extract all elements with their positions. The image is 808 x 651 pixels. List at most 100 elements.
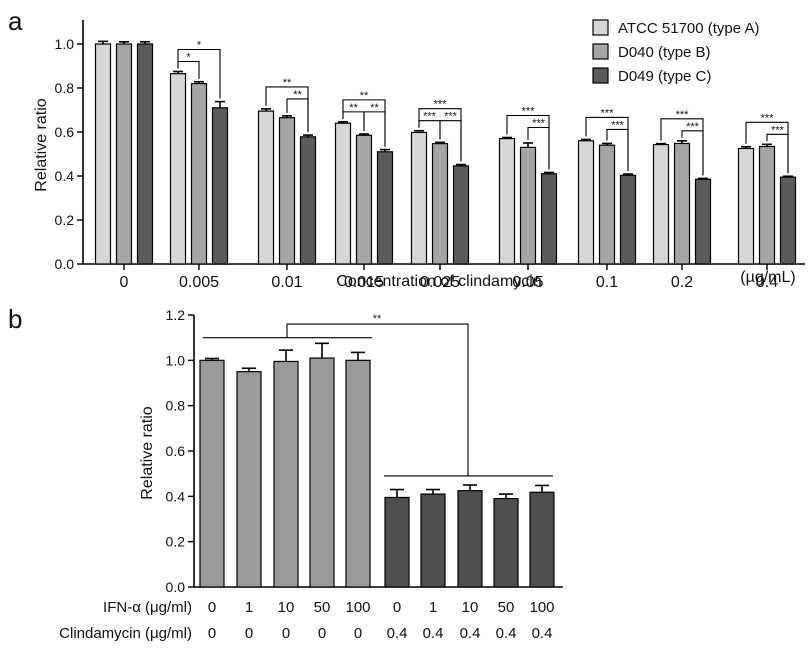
- panel-a-significance-bracket: [527, 126, 550, 170]
- panel-a-x-tick-label: 0.1: [596, 274, 618, 291]
- panel-b-clindamycin-value: 0.4: [423, 625, 444, 642]
- panel-a-bar: [431, 143, 449, 265]
- panel-a-bar: [452, 165, 470, 265]
- panel-a-bar: [779, 176, 797, 265]
- panel-b-bar: [199, 359, 225, 588]
- panel-a-significance-bracket: [286, 98, 309, 133]
- panel-a-significance-bracket: [177, 48, 221, 99]
- panel-b-ylabel: Relative ratio: [139, 406, 156, 499]
- panel-a-bar: [190, 82, 208, 265]
- panel-b-bar: [420, 493, 446, 588]
- panel-b-clindamycin-value: 0.4: [387, 625, 408, 642]
- panel-a-significance-bracket: [606, 128, 629, 172]
- panel-a-legend-swatch: [592, 43, 609, 60]
- panel-b-clindamycin-value: 0: [318, 625, 326, 642]
- panel-a-significance-label: **: [283, 77, 292, 89]
- panel-b-ifn-value: 0: [393, 599, 401, 616]
- panel-a-significance-label: ***: [522, 106, 536, 118]
- panel-b-ifn-value: 50: [498, 599, 515, 616]
- panel-a-significance-bracket: [766, 133, 789, 174]
- panel-b-clindamycin-value: 0.4: [496, 625, 517, 642]
- panel-a-significance-label: ***: [434, 99, 448, 111]
- panel-a-legend-swatch: [592, 19, 609, 36]
- panel-a-x-tick-label: 0.2: [671, 274, 693, 291]
- panel-a-significance-label: ***: [444, 111, 458, 123]
- panel-a-x-tick-label: 0.05: [512, 274, 543, 291]
- panel-b-bar: [457, 490, 483, 588]
- panel-a-x-tick-label: 0.005: [179, 274, 219, 291]
- panel-a-x-tick-label: 0.015: [344, 274, 384, 291]
- panel-b-y-tick-label: 0.4: [166, 488, 186, 504]
- panel-a-legend-label: ATCC 51700 (type A): [618, 20, 759, 37]
- panel-a-xlabel: Concentration of clindamycin: [336, 273, 541, 290]
- panel-b-bar: [384, 496, 410, 588]
- panel-a-significance-bracket: [177, 60, 200, 79]
- panel-b-ifn-value: 1: [429, 599, 437, 616]
- panel-a-significance-label: ***: [601, 107, 615, 119]
- panel-a-significance-bracket: [363, 111, 386, 147]
- panel-a-bar: [211, 107, 229, 265]
- panel-a-x-tick-label: 0.4: [756, 274, 778, 291]
- panel-a-significance-bracket: [681, 130, 704, 176]
- panel-a-y-tick-label: 0.8: [55, 80, 75, 96]
- panel-a-bar: [652, 143, 670, 265]
- panel-a-unit-label: (µg/mL): [740, 269, 795, 286]
- panel-a-bar: [334, 122, 352, 265]
- panel-b-bar: [273, 360, 299, 588]
- panel-b-bar: [236, 371, 262, 588]
- panel-b-y-tick-label: 0.0: [166, 579, 186, 595]
- panel-a-bar: [136, 43, 154, 265]
- panel-a-y-tick-label: 0.4: [55, 168, 75, 184]
- panel-a-significance-label: **: [360, 90, 369, 102]
- panel-b-y-tick-label: 0.2: [166, 534, 186, 550]
- panel-a-bar: [169, 73, 187, 265]
- panel-a-bar: [758, 145, 776, 265]
- panel-b-ifn-value: 1: [245, 599, 253, 616]
- panel-a-significance-label: ***: [761, 112, 775, 124]
- panel-b-bar: [529, 491, 555, 588]
- panel-a-bar: [115, 43, 133, 265]
- panel-a-significance-label: ***: [423, 111, 437, 123]
- panel-a-y-tick-label: 0.6: [55, 124, 75, 140]
- panel-a-x-tick-label: 0.01: [271, 274, 302, 291]
- panel-b-significance-label: **: [373, 313, 382, 325]
- panel-b-ifn-value: 0: [208, 599, 216, 616]
- panel-b-bar: [345, 359, 371, 588]
- panel-a-significance-label: *: [186, 52, 191, 64]
- panel-a-ylabel: Relative ratio: [33, 98, 50, 191]
- panel-a-significance-label: ***: [676, 109, 690, 121]
- panel-a-bar: [737, 147, 755, 265]
- panel-a-plot: 0.0 0.2 0.4 0.6 0.8 1.0 0 0.005 0.01 0.015 0.025 0.…: [55, 19, 805, 291]
- panel-a-bar: [577, 140, 595, 265]
- panel-a-x-tick-label: 0.025: [420, 274, 460, 291]
- panel-a-bar: [410, 131, 428, 265]
- panel-a-significance-label: ***: [611, 119, 625, 131]
- panel-a-bar: [94, 43, 112, 265]
- panel-a-bar: [673, 142, 691, 265]
- panel-a-y-tick-label: 0.2: [55, 212, 75, 228]
- panel-a-bar: [694, 178, 712, 265]
- panel-b-ifn-value: 50: [314, 599, 331, 616]
- panel-a-y-tick-label: 1.0: [55, 36, 75, 52]
- panel-a-significance-label: **: [349, 102, 358, 114]
- panel-a-significance-label: ***: [771, 124, 785, 136]
- panel-a-bar: [498, 138, 516, 265]
- panel-b-clindamycin-value: 0: [282, 625, 290, 642]
- panel-a-legend-label: D040 (type B): [618, 44, 711, 61]
- panel-a-significance-bracket: [439, 120, 462, 162]
- panel-b-ifn-value: 10: [278, 599, 295, 616]
- panel-a-bar: [257, 110, 275, 265]
- panel-a-y-tick-label: 0.0: [55, 256, 75, 272]
- panel-a-letter: a: [8, 6, 23, 36]
- panel-b-ifn-value: 100: [345, 599, 370, 616]
- panel-a-significance-label: ***: [686, 121, 700, 133]
- panel-b-letter: b: [8, 304, 22, 334]
- panel-a-legend-swatch: [592, 67, 609, 84]
- panel-b-clindamycin-value: 0: [208, 625, 216, 642]
- panel-a-bar: [519, 146, 537, 265]
- panel-b-y-tick-label: 0.8: [166, 398, 186, 414]
- panel-b-y-tick-label: 1.0: [166, 352, 186, 368]
- panel-b-row-label-clindamycin: Clindamycin (μg/ml): [59, 625, 192, 642]
